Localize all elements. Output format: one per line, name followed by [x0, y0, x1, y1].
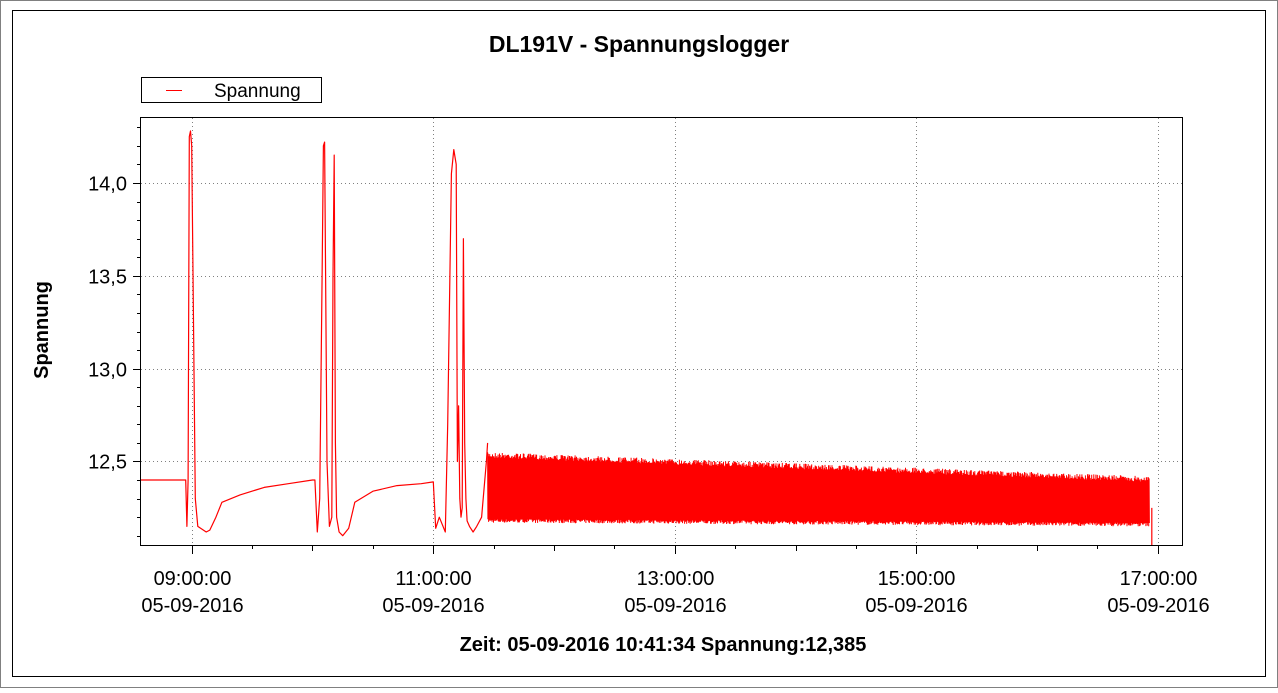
x-tick-label-time: 17:00:00 — [1120, 568, 1198, 590]
plot-grid — [141, 118, 1182, 545]
y-tick-label: 14,0 — [88, 174, 127, 196]
x-tick-label-time: 15:00:00 — [878, 568, 956, 590]
x-axis: 09:00:00 05-09-2016 11:00:00 05-09-2016 13:0… — [141, 545, 1210, 617]
series-noise-band — [487, 452, 1150, 527]
x-tick-label-date: 05-09-2016 — [624, 595, 726, 617]
cursor-readout: Zeit: 05-09-2016 10:41:34 Spannung:12,38… — [460, 634, 867, 656]
x-tick-label-date: 05-09-2016 — [865, 595, 967, 617]
plot-area — [140, 117, 1183, 546]
x-tick-label-date: 05-09-2016 — [382, 595, 484, 617]
legend: Spannung — [141, 77, 322, 103]
plot-series — [141, 130, 1153, 545]
x-tick-label-time: 13:00:00 — [637, 568, 715, 590]
y-axis: 12,5 13,0 13,5 14,0 — [88, 127, 141, 537]
y-axis-label: Spannung — [31, 281, 53, 379]
y-tick-label: 12,5 — [88, 452, 127, 474]
x-tick-label-time: 09:00:00 — [154, 568, 232, 590]
chart-border — [12, 10, 1266, 677]
x-tick-label-time: 11:00:00 — [395, 568, 471, 590]
chart-title: DL191V - Spannungslogger — [489, 31, 789, 57]
series-line — [141, 130, 489, 537]
x-tick-label-date: 05-09-2016 — [141, 595, 243, 617]
legend-label: Spannung — [214, 81, 301, 102]
y-tick-label: 13,0 — [88, 360, 127, 382]
x-tick-label-date: 05-09-2016 — [1107, 595, 1209, 617]
y-tick-label: 13,5 — [88, 267, 127, 289]
